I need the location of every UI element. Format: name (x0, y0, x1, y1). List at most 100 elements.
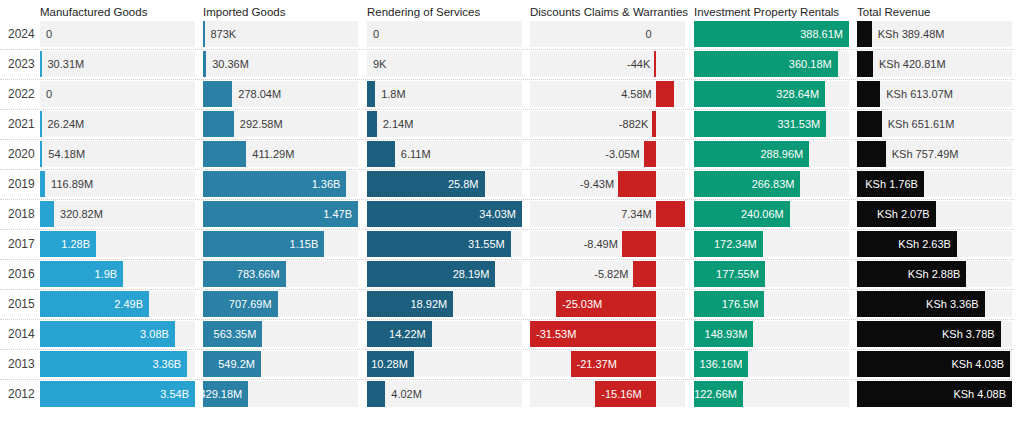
column-header: Discounts Claims & Warranties (530, 5, 688, 19)
bar-cell: -44K (530, 51, 685, 77)
bar-cell: 320.82M (40, 201, 195, 227)
bar-cell: KSh 3.78B (857, 321, 1012, 347)
bar-cell: 6.11M (367, 141, 522, 167)
row-separator (0, 289, 1014, 290)
bar-cell: 429.18M (203, 381, 358, 407)
bar-cell: 288.96M (694, 141, 849, 167)
bar-cell: 707.69M (203, 291, 358, 317)
bar[interactable] (40, 111, 42, 137)
bar-cell: 30.31M (40, 51, 195, 77)
value-label: -31.53M (536, 321, 576, 347)
bar[interactable] (644, 141, 656, 167)
bar[interactable] (857, 51, 873, 77)
bar[interactable] (40, 201, 54, 227)
year-label: 2020 (8, 141, 40, 167)
value-label: 28.19M (453, 261, 490, 287)
bar[interactable] (40, 51, 42, 77)
bar-cell: KSh 2.63B (857, 231, 1012, 257)
bar-cell: 18.92M (367, 291, 522, 317)
value-label: 2.49B (114, 291, 143, 317)
bar-cell: 148.93M (694, 321, 849, 347)
bar[interactable] (367, 381, 385, 407)
value-label: 0 (46, 21, 52, 47)
bar[interactable] (367, 141, 395, 167)
year-label: 2019 (8, 171, 40, 197)
value-label: 9K (373, 51, 386, 77)
value-label: 0 (646, 21, 652, 47)
value-label: KSh 4.08B (953, 381, 1006, 407)
bar[interactable] (203, 21, 205, 47)
bar-cell: 331.53M (694, 111, 849, 137)
bar-cell: 10.28M (367, 351, 522, 377)
bar-cell: KSh 4.08B (857, 381, 1012, 407)
bar-cell: 1.36B (203, 171, 358, 197)
bar-cell: -9.43M (530, 171, 685, 197)
bar[interactable] (857, 111, 882, 137)
value-label: 4.58M (621, 81, 652, 107)
bar[interactable] (203, 51, 206, 77)
value-label: 136.16M (700, 351, 743, 377)
bar[interactable] (654, 51, 656, 77)
bar-cell: 240.06M (694, 201, 849, 227)
value-label: 3.36B (152, 351, 181, 377)
bar-cell: -882K (530, 111, 685, 137)
value-label: 873K (211, 21, 237, 47)
bar[interactable] (618, 171, 656, 197)
bar[interactable] (656, 81, 674, 107)
value-label: 172.34M (714, 231, 757, 257)
bar-cell: 266.83M (694, 171, 849, 197)
bar-cell: 122.66M (694, 381, 849, 407)
bar-cell: KSh 651.61M (857, 111, 1012, 137)
value-label: -15.16M (601, 381, 641, 407)
bar-cell: 4.02M (367, 381, 522, 407)
value-label: -3.05M (605, 141, 639, 167)
row-separator (0, 379, 1014, 380)
year-label: 2022 (8, 81, 40, 107)
value-label: 14.22M (389, 321, 426, 347)
row-separator (0, 109, 1014, 110)
bar-cell: 0 (40, 81, 195, 107)
value-label: 10.28M (371, 351, 408, 377)
row-separator (0, 169, 1014, 170)
bar[interactable] (203, 141, 246, 167)
bar[interactable] (656, 201, 685, 227)
bar[interactable] (40, 141, 42, 167)
bar[interactable] (857, 21, 872, 47)
bar-cell: 360.18M (694, 51, 849, 77)
row-separator (0, 139, 1014, 140)
row-separator (0, 79, 1014, 80)
bar-cell: KSh 757.49M (857, 141, 1012, 167)
bar[interactable] (857, 81, 880, 107)
bar[interactable] (203, 81, 232, 107)
bar[interactable] (857, 141, 886, 167)
bar-cell: 3.36B (40, 351, 195, 377)
year-label: 2017 (8, 231, 40, 257)
bar-cell: 31.55M (367, 231, 522, 257)
bar[interactable] (652, 111, 656, 137)
value-label: KSh 2.07B (877, 201, 930, 227)
value-label: 292.58M (240, 111, 283, 137)
row-separator (0, 199, 1014, 200)
value-label: 2.14M (383, 111, 414, 137)
value-label: 1.47B (323, 201, 352, 227)
row-separator (0, 229, 1014, 230)
bar-cell: 873K (203, 21, 358, 47)
value-label: 549.2M (218, 351, 255, 377)
bar-cell: 34.03M (367, 201, 522, 227)
value-label: 266.83M (752, 171, 795, 197)
bar[interactable] (40, 171, 45, 197)
bar[interactable] (203, 111, 234, 137)
column-header: Manufactured Goods (40, 5, 147, 19)
bar[interactable] (367, 81, 375, 107)
value-label: 0 (373, 21, 379, 47)
value-label: 1.36B (312, 171, 341, 197)
value-label: 3.54B (160, 381, 189, 407)
value-label: 1.9B (95, 261, 118, 287)
bar-cell: 177.55M (694, 261, 849, 287)
bar[interactable] (622, 231, 656, 257)
bar-cell: 116.89M (40, 171, 195, 197)
value-label: 176.5M (722, 291, 759, 317)
bar[interactable] (633, 261, 656, 287)
bar[interactable] (367, 111, 377, 137)
row-separator (0, 319, 1014, 320)
